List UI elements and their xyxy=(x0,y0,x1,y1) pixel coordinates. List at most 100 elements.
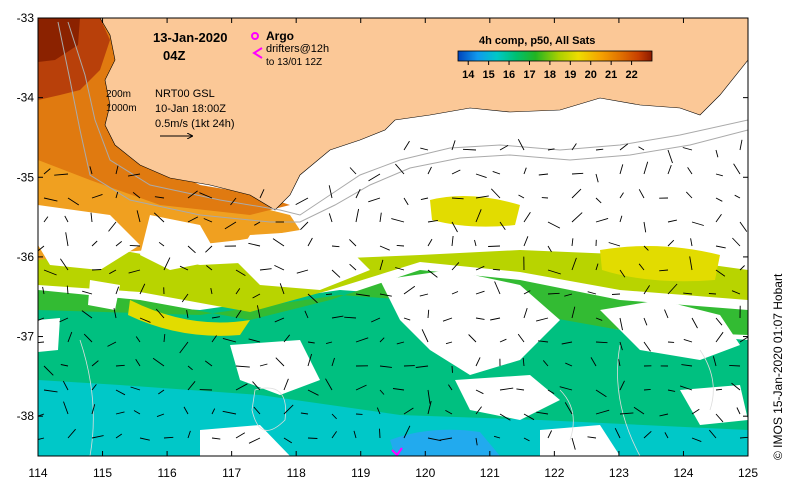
current-arrow xyxy=(536,411,549,415)
current-arrow xyxy=(619,215,623,223)
current-arrow xyxy=(153,212,165,223)
current-arrow xyxy=(235,383,248,391)
current-arrow xyxy=(259,189,265,199)
current-arrow xyxy=(179,341,189,354)
current-arrow xyxy=(439,437,453,441)
current-arrow xyxy=(259,268,272,271)
current-arrow xyxy=(396,341,405,345)
current-arrow xyxy=(396,244,405,247)
current-arrow xyxy=(643,285,650,295)
current-arrow xyxy=(547,292,560,295)
current-arrow xyxy=(419,293,429,297)
current-arrow xyxy=(403,317,411,321)
current-arrow xyxy=(667,219,677,223)
current-arrow xyxy=(235,269,246,276)
current-arrow xyxy=(403,285,416,295)
current-arrow xyxy=(427,269,438,278)
current-arrow xyxy=(687,167,693,175)
current-arrow xyxy=(211,437,221,440)
current-arrow xyxy=(595,197,602,204)
current-arrow xyxy=(136,210,141,223)
current-arrow xyxy=(739,336,748,343)
current-arrow xyxy=(403,197,409,206)
current-arrow xyxy=(595,263,599,271)
current-arrow xyxy=(235,309,242,319)
current-arrow xyxy=(139,283,146,295)
current-arrow xyxy=(561,341,573,345)
current-arrow xyxy=(379,337,385,343)
current-arrow xyxy=(595,409,610,415)
current-arrow xyxy=(712,356,717,367)
colorbar xyxy=(457,50,653,62)
current-arrow xyxy=(395,163,405,175)
current-arrow xyxy=(353,430,357,439)
current-arrow xyxy=(442,317,453,322)
current-arrow xyxy=(739,265,745,271)
drifter-track xyxy=(391,447,403,456)
current-arrow xyxy=(475,173,487,179)
current-arrow xyxy=(90,212,93,223)
current-arrow xyxy=(517,333,525,343)
current-arrow xyxy=(344,316,357,319)
current-arrow xyxy=(420,197,429,201)
current-arrow xyxy=(307,353,313,367)
sst-yellow-band xyxy=(38,250,748,312)
current-arrow xyxy=(355,293,370,297)
current-arrow xyxy=(331,269,341,278)
current-arrow xyxy=(451,291,459,295)
current-arrow xyxy=(379,259,384,271)
current-arrow xyxy=(619,143,629,151)
current-arrow xyxy=(490,188,501,199)
current-arrow xyxy=(571,212,583,223)
current-arrow xyxy=(139,317,151,323)
current-arrow xyxy=(235,365,250,368)
current-arrow xyxy=(679,385,693,391)
isobath-200m-label: 200m xyxy=(106,89,131,100)
current-arrow xyxy=(89,166,93,175)
current-arrow xyxy=(331,413,337,420)
current-arrow xyxy=(547,389,555,394)
current-arrow xyxy=(43,216,49,223)
current-arrow xyxy=(187,216,199,223)
current-arrow xyxy=(274,317,285,323)
current-arrow xyxy=(163,436,174,439)
current-arrow xyxy=(42,286,45,295)
current-arrow xyxy=(633,406,645,415)
current-arrow xyxy=(205,245,213,253)
current-arrow xyxy=(179,265,189,271)
current-arrow xyxy=(494,281,501,295)
current-arrow xyxy=(59,317,69,323)
current-arrow xyxy=(331,245,340,248)
current-arrow xyxy=(224,221,237,230)
current-arrow xyxy=(130,386,141,391)
current-arrow xyxy=(38,437,45,440)
current-arrow xyxy=(618,359,621,367)
colorbar-tick-label: 15 xyxy=(483,69,495,81)
current-arrow xyxy=(163,334,166,343)
current-arrow xyxy=(152,357,165,367)
current-arrow xyxy=(274,264,285,271)
current-arrow xyxy=(690,238,693,247)
current-arrow xyxy=(427,166,432,175)
current-arrow xyxy=(547,245,552,253)
current-arrow xyxy=(279,283,285,295)
current-arrow xyxy=(252,381,261,391)
current-arrow xyxy=(715,149,719,158)
current-arrow xyxy=(127,173,141,177)
current-arrow xyxy=(91,360,99,367)
current-arrow xyxy=(129,244,141,247)
current-product: NRT00 GSL xyxy=(155,88,215,100)
current-arrow xyxy=(731,290,741,295)
current-arrow xyxy=(518,194,525,199)
current-scale-label: 0.5m/s (1kt 24h) xyxy=(155,118,234,130)
current-arrow xyxy=(328,213,333,223)
current-arrow xyxy=(183,406,189,415)
colorbar-tick-label: 14 xyxy=(462,69,475,81)
current-arrow xyxy=(608,242,621,247)
current-arrow xyxy=(82,290,93,295)
current-arrow xyxy=(355,384,367,391)
current-arrow xyxy=(538,340,549,343)
sst-contour-lines xyxy=(79,339,714,456)
current-arrow xyxy=(595,148,604,151)
